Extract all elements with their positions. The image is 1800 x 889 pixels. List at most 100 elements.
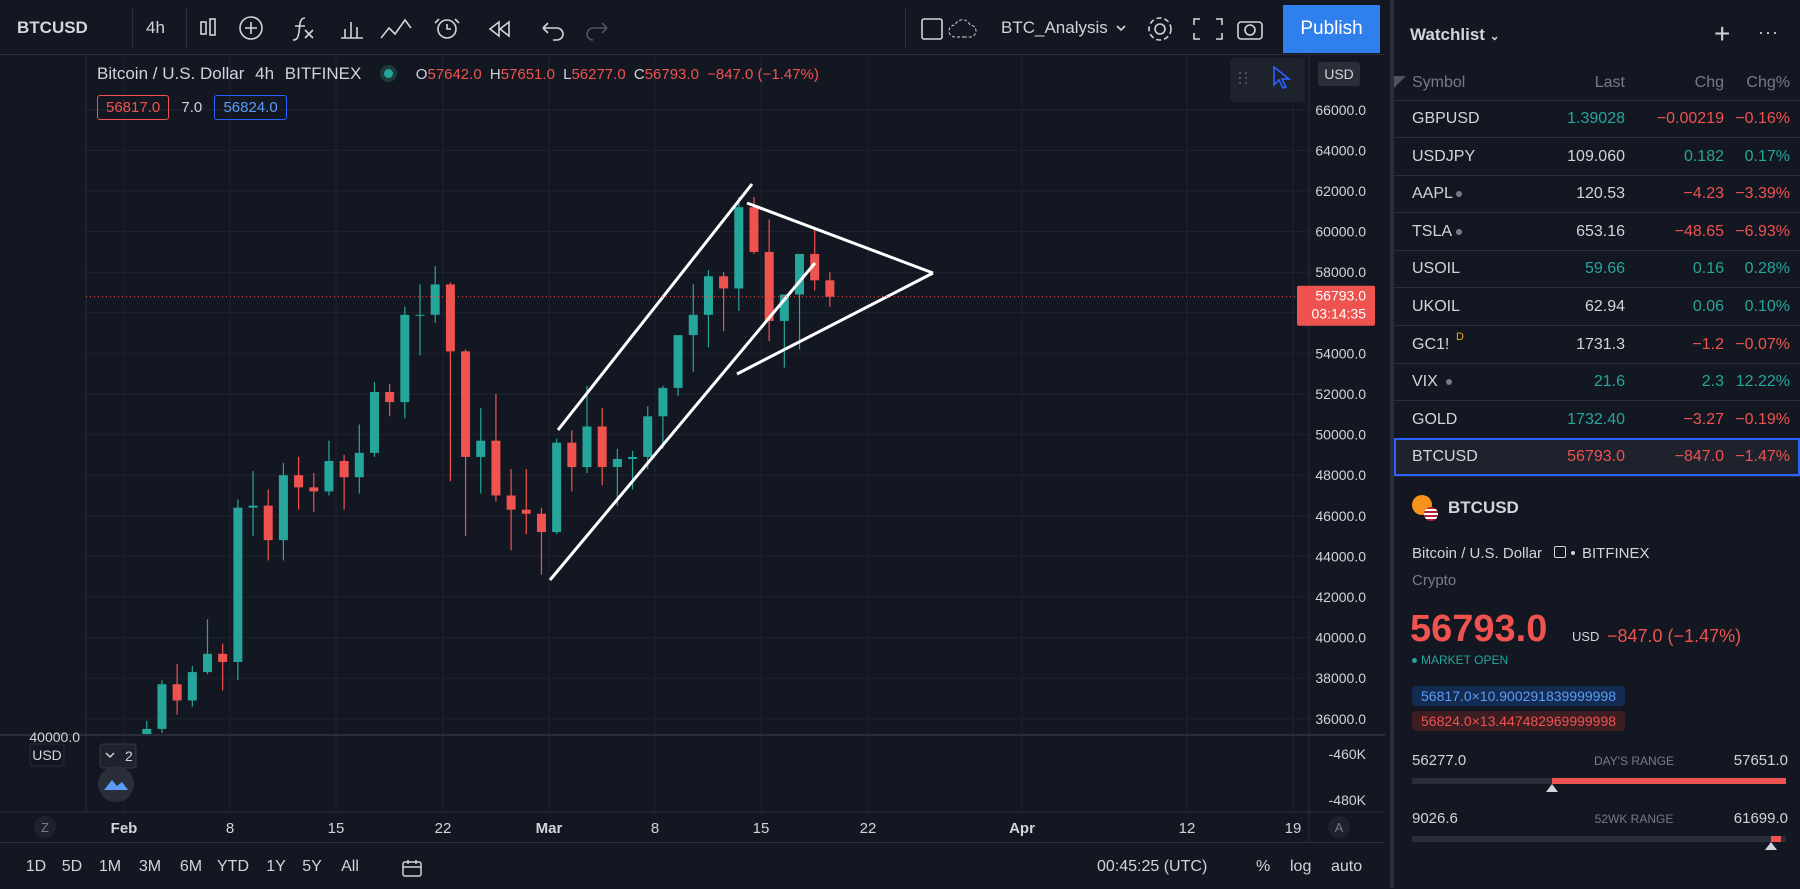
watchlist-row[interactable]: USOIL 59.66 0.16 0.28% <box>1394 250 1800 289</box>
row-change-percent: 0.28% <box>1744 260 1790 278</box>
percent-toggle[interactable]: % <box>1256 858 1271 875</box>
cursor-tool[interactable] <box>1273 65 1292 89</box>
candle-body <box>172 684 182 701</box>
candle-body <box>263 505 273 541</box>
separator <box>132 8 133 48</box>
auto-toggle[interactable]: auto <box>1331 858 1363 875</box>
flag-icon <box>1424 507 1438 521</box>
candle-body <box>628 456 638 459</box>
row-change: 0.182 <box>1683 147 1724 165</box>
row-change-percent: 0.17% <box>1744 147 1790 165</box>
fx-icon[interactable] <box>292 17 314 41</box>
watchlist-row[interactable]: UKOIL 62.94 0.06 0.10% <box>1394 288 1800 326</box>
price-tick-label: 62000.0 <box>1315 183 1366 199</box>
watchlist-title[interactable]: Watchlist ⌄ <box>1410 25 1500 44</box>
range-button[interactable]: All <box>341 858 359 875</box>
candle-body <box>445 284 455 352</box>
candle-body <box>294 475 304 488</box>
price-tick-label: 40000.0 <box>1315 630 1366 646</box>
watchlist-row[interactable]: GBPUSD 1.39028 −0.00219 −0.16% <box>1394 100 1800 138</box>
candle-body <box>567 442 577 468</box>
trend-line[interactable] <box>548 262 817 581</box>
candle-body <box>278 475 288 541</box>
watchlist-row[interactable]: GOLD 1732.40 −3.27 −0.19% <box>1394 401 1800 439</box>
ohlc-label: C <box>633 66 645 83</box>
row-symbol: GOLD <box>1412 410 1458 428</box>
row-symbol: USOIL <box>1412 260 1461 278</box>
row-symbol: USDJPY <box>1412 147 1476 165</box>
candle-body <box>521 509 531 514</box>
logo-icon <box>104 780 128 790</box>
row-symbol: UKOIL <box>1412 298 1461 315</box>
templates-icon[interactable] <box>341 22 363 39</box>
watchlist-row[interactable]: USDJPY 109.060 0.182 0.17% <box>1394 138 1800 176</box>
watchlist-row[interactable]: VIX 21.6 2.3 12.22% <box>1394 363 1800 402</box>
more-button[interactable]: ··· <box>1758 22 1779 42</box>
time-tick-label: Feb <box>111 820 138 837</box>
candle-body <box>415 314 425 316</box>
row-last: 1731.3 <box>1576 335 1625 353</box>
range-button[interactable]: 1D <box>25 858 47 875</box>
compare-icon[interactable] <box>380 18 412 39</box>
ask-box[interactable]: 56824.0 <box>214 95 287 120</box>
candle-body <box>825 280 835 297</box>
row-change: 0.16 <box>1692 260 1724 278</box>
watchlist-row[interactable]: GC1! D 1731.3 −1.2 −0.07% <box>1394 326 1800 364</box>
range-button[interactable]: 5Y <box>302 858 322 875</box>
details-price: 56793.0 <box>1410 608 1548 650</box>
layout-name[interactable]: BTC_Analysis <box>1001 18 1108 37</box>
add-symbol-button[interactable]: + <box>1714 18 1731 49</box>
details-type: Crypto <box>1412 572 1457 589</box>
trend-line[interactable] <box>556 183 754 431</box>
trend-line[interactable] <box>736 271 934 376</box>
undo-icon[interactable] <box>542 22 564 41</box>
fullscreen-icon[interactable] <box>1193 18 1223 40</box>
auto-scale-button[interactable]: A <box>1335 820 1344 835</box>
row-symbol: VIX <box>1412 373 1438 391</box>
interval-button[interactable]: 4h <box>146 18 165 37</box>
currency-badge[interactable] <box>1318 62 1360 86</box>
trend-line[interactable] <box>746 201 934 275</box>
time-tick-label: Apr <box>1009 820 1035 837</box>
range-button[interactable]: 3M <box>138 858 162 875</box>
candle-body <box>764 251 774 321</box>
symbol-search[interactable]: BTCUSD <box>17 18 88 37</box>
range-button[interactable]: 1M <box>98 858 122 875</box>
row-last: 109.060 <box>1567 147 1625 165</box>
publish-button[interactable]: Publish <box>1283 5 1380 53</box>
range-button[interactable]: 5D <box>61 858 83 875</box>
row-change: −3.27 <box>1683 410 1724 428</box>
settings-icon[interactable] <box>1154 23 1166 35</box>
replay-icon[interactable] <box>488 20 510 38</box>
range-button[interactable]: YTD <box>217 858 249 875</box>
price-tick-label: 44000.0 <box>1315 548 1366 564</box>
range-high: 57651.0 <box>1733 752 1788 769</box>
layout-grid-icon[interactable] <box>921 18 943 40</box>
log-toggle[interactable]: log <box>1290 858 1312 875</box>
alert-icon[interactable] <box>437 19 457 39</box>
left-scale-badge <box>29 743 65 767</box>
chart-type-icon[interactable] <box>200 21 207 35</box>
range-button[interactable]: 1Y <box>266 858 286 875</box>
watchlist-row[interactable]: TSLA 653.16 −48.65 −6.93% <box>1394 213 1800 251</box>
last-price-label: 56793.0 <box>1315 288 1366 304</box>
date-range-icon[interactable] <box>400 859 424 879</box>
indicator-add-icon[interactable] <box>239 16 263 40</box>
chart-area: USD 40000.0 USD 2 Z A 36000.0 38000.0 4000… <box>0 55 1385 842</box>
bid-box[interactable]: 56817.0 <box>97 95 170 120</box>
candle-body <box>385 391 395 403</box>
row-change: −847.0 <box>1674 448 1724 466</box>
zoom-button[interactable]: Z <box>41 820 49 835</box>
column-header: Last <box>1594 74 1625 91</box>
candle-body <box>552 442 562 533</box>
last-price-badge <box>1297 285 1375 326</box>
watchlist-row[interactable]: BTCUSD 56793.0 −847.0 −1.47% <box>1394 438 1800 477</box>
range-low: 9026.6 <box>1412 810 1458 827</box>
price-tick-label: 42000.0 <box>1315 589 1366 605</box>
candle-body <box>157 684 167 729</box>
row-last: 120.53 <box>1576 185 1625 203</box>
watchlist-row[interactable]: AAPL 120.53 −4.23 −3.39% <box>1394 175 1800 214</box>
snapshot-icon[interactable] <box>1237 21 1263 40</box>
range-button[interactable]: 6M <box>179 858 203 875</box>
